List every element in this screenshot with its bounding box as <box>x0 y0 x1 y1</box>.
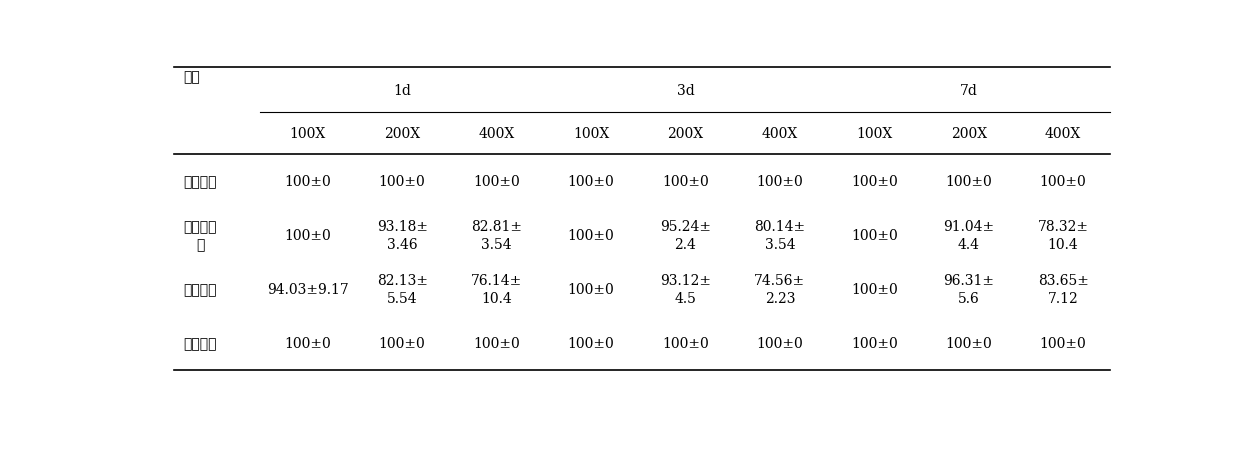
Text: 82.81±
3.54: 82.81± 3.54 <box>471 220 522 251</box>
Text: 100±0: 100±0 <box>851 175 897 189</box>
Text: 80.14±
3.54: 80.14± 3.54 <box>755 220 805 251</box>
Text: 3d: 3d <box>676 83 694 97</box>
Text: 艾蒿精油: 艾蒿精油 <box>183 336 217 350</box>
Text: 100±0: 100±0 <box>757 175 803 189</box>
Text: 400X: 400X <box>762 127 798 141</box>
Text: 100±0: 100±0 <box>851 282 897 296</box>
Text: 100X: 100X <box>572 127 610 141</box>
Text: 苍术精油: 苍术精油 <box>183 282 217 296</box>
Text: 100±0: 100±0 <box>662 175 709 189</box>
Text: 200X: 200X <box>384 127 420 141</box>
Text: 100±0: 100±0 <box>567 175 615 189</box>
Text: 100±0: 100±0 <box>662 336 709 350</box>
Text: 100±0: 100±0 <box>1040 336 1087 350</box>
Text: 200X: 200X <box>950 127 986 141</box>
Text: 76.14±
10.4: 76.14± 10.4 <box>471 274 522 305</box>
Text: 1d: 1d <box>393 83 411 97</box>
Text: 100±0: 100±0 <box>379 336 425 350</box>
Text: 93.12±
4.5: 93.12± 4.5 <box>660 274 711 305</box>
Text: 7d: 7d <box>960 83 978 97</box>
Text: 400X: 400X <box>1044 127 1082 141</box>
Text: 100±0: 100±0 <box>473 175 520 189</box>
Text: 96.31±
5.6: 96.31± 5.6 <box>943 274 994 305</box>
Text: 佛手柑精
油: 佛手柑精 油 <box>183 220 217 251</box>
Text: 100±0: 100±0 <box>851 229 897 243</box>
Text: 94.03±9.17: 94.03±9.17 <box>266 282 348 296</box>
Text: 74.56±
2.23: 74.56± 2.23 <box>755 274 805 305</box>
Text: 200X: 200X <box>668 127 704 141</box>
Text: 100X: 100X <box>856 127 892 141</box>
Text: 100±0: 100±0 <box>757 336 803 350</box>
Text: 100±0: 100±0 <box>851 336 897 350</box>
Text: 100±0: 100±0 <box>379 175 425 189</box>
Text: 玉树精油: 玉树精油 <box>183 175 217 189</box>
Text: 100±0: 100±0 <box>945 175 992 189</box>
Text: 处理: 处理 <box>183 70 201 84</box>
Text: 100±0: 100±0 <box>284 336 331 350</box>
Text: 78.32±
10.4: 78.32± 10.4 <box>1037 220 1089 251</box>
Text: 100±0: 100±0 <box>1040 175 1087 189</box>
Text: 82.13±
5.54: 82.13± 5.54 <box>377 274 427 305</box>
Text: 100±0: 100±0 <box>473 336 520 350</box>
Text: 100±0: 100±0 <box>284 175 331 189</box>
Text: 400X: 400X <box>478 127 514 141</box>
Text: 100±0: 100±0 <box>945 336 992 350</box>
Text: 100±0: 100±0 <box>284 229 331 243</box>
Text: 95.24±
2.4: 95.24± 2.4 <box>660 220 711 251</box>
Text: 83.65±
7.12: 83.65± 7.12 <box>1037 274 1089 305</box>
Text: 91.04±
4.4: 91.04± 4.4 <box>943 220 994 251</box>
Text: 100X: 100X <box>290 127 326 141</box>
Text: 93.18±
3.46: 93.18± 3.46 <box>377 220 427 251</box>
Text: 100±0: 100±0 <box>567 336 615 350</box>
Text: 100±0: 100±0 <box>567 229 615 243</box>
Text: 100±0: 100±0 <box>567 282 615 296</box>
